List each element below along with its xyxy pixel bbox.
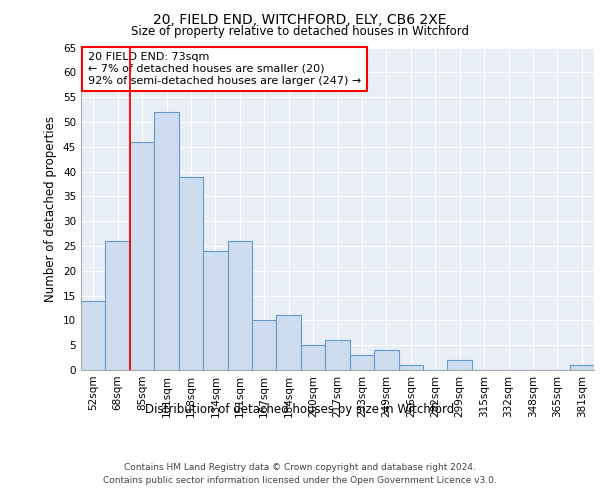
Bar <box>325 340 350 370</box>
Bar <box>81 300 106 370</box>
Bar <box>203 251 227 370</box>
Bar <box>154 112 179 370</box>
Text: Contains HM Land Registry data © Crown copyright and database right 2024.: Contains HM Land Registry data © Crown c… <box>124 462 476 471</box>
Text: Contains public sector information licensed under the Open Government Licence v3: Contains public sector information licen… <box>103 476 497 485</box>
Bar <box>179 176 203 370</box>
Bar <box>448 360 472 370</box>
Bar <box>277 316 301 370</box>
Text: 20 FIELD END: 73sqm
← 7% of detached houses are smaller (20)
92% of semi-detache: 20 FIELD END: 73sqm ← 7% of detached hou… <box>88 52 361 86</box>
Text: Distribution of detached houses by size in Witchford: Distribution of detached houses by size … <box>145 402 455 415</box>
Bar <box>130 142 154 370</box>
Bar <box>227 241 252 370</box>
Bar <box>252 320 277 370</box>
Bar <box>398 365 423 370</box>
Bar <box>106 241 130 370</box>
Bar <box>374 350 398 370</box>
Y-axis label: Number of detached properties: Number of detached properties <box>44 116 58 302</box>
Bar <box>569 365 594 370</box>
Bar <box>301 345 325 370</box>
Text: Size of property relative to detached houses in Witchford: Size of property relative to detached ho… <box>131 25 469 38</box>
Text: 20, FIELD END, WITCHFORD, ELY, CB6 2XE: 20, FIELD END, WITCHFORD, ELY, CB6 2XE <box>153 12 447 26</box>
Bar <box>350 355 374 370</box>
